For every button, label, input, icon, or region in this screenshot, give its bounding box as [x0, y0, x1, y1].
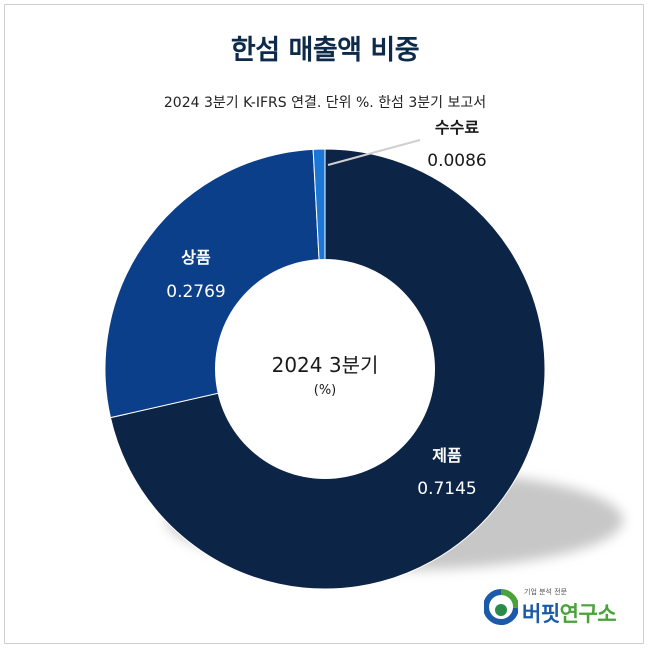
logo-name-part2: 연구소 — [559, 602, 617, 626]
slice-value-fee: 0.0086 — [427, 151, 486, 171]
slice-label-goods: 상품 — [181, 248, 211, 267]
brand-logo: 기업 분석 전문 버핏연구소 — [484, 586, 634, 630]
center-label: 2024 3분기 — [272, 353, 379, 377]
slice-value-product: 0.7145 — [417, 479, 476, 499]
logo-name: 버핏연구소 — [522, 598, 617, 628]
chart-subtitle: 2024 3분기 K-IFRS 연결. 단위 %. 한섬 3분기 보고서 — [163, 95, 487, 111]
center-unit: (%) — [314, 383, 337, 398]
logo-name-part1: 버핏 — [522, 602, 560, 626]
chart-frame — [4, 4, 644, 644]
slice-value-goods: 0.2769 — [166, 282, 225, 302]
slice-label-fee: 수수료 — [435, 118, 479, 137]
logo-tagline: 기업 분석 전문 — [524, 588, 568, 596]
logo-mark-icon — [484, 588, 518, 625]
slice-label-product: 제품 — [432, 446, 462, 465]
donut-hole — [215, 259, 435, 479]
slice-leader-line — [327, 139, 421, 166]
chart-title: 한섬 매출액 비중 — [230, 35, 420, 66]
